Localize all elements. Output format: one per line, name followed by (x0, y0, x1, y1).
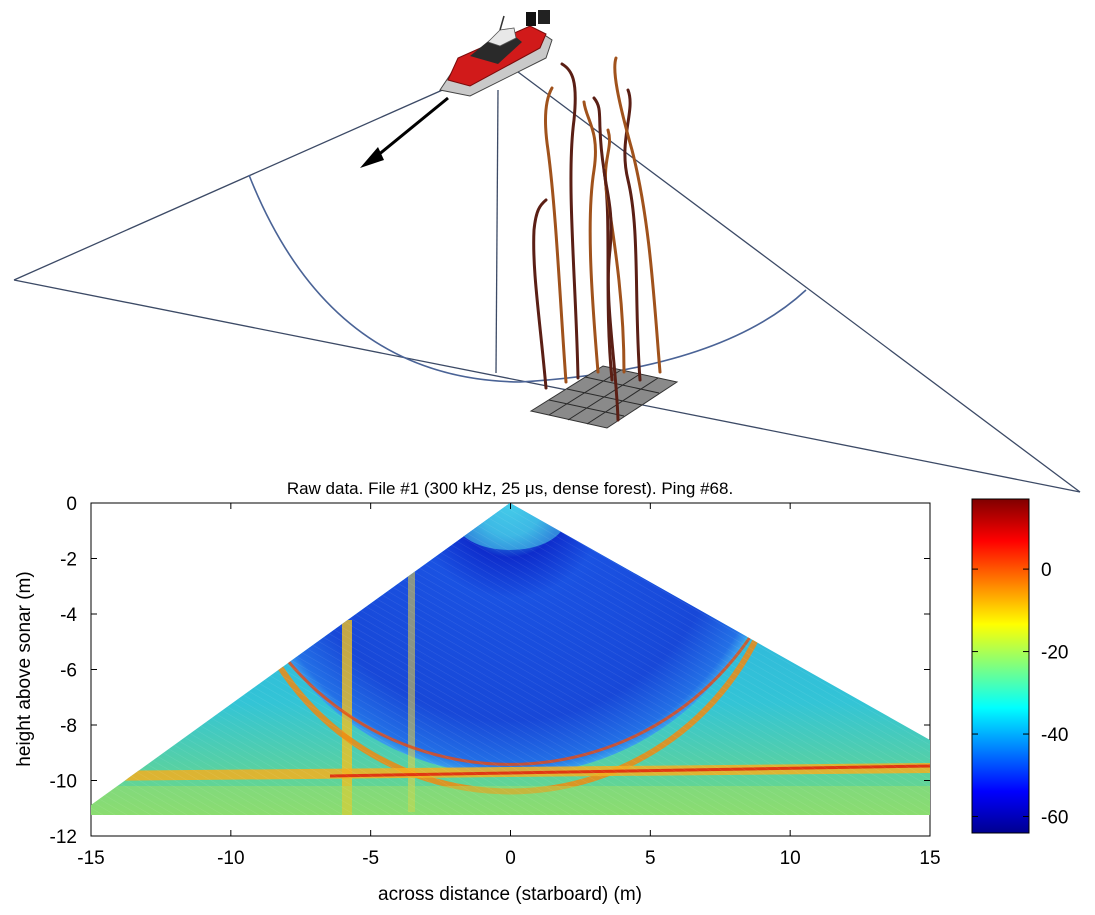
y-tick-label: -10 (50, 772, 77, 793)
colorbar-gradient (971, 498, 1030, 834)
heading-arrow (360, 96, 449, 168)
x-axis-ticks: -15 -10 -5 0 5 10 15 (77, 503, 941, 869)
y-tick-label: -8 (60, 716, 77, 737)
seafloor-arc (248, 174, 807, 383)
x-tick-label: 15 (919, 848, 940, 869)
colorbar-tick-label: 0 (1041, 560, 1052, 581)
colorbar: 0 -20 -40 -60 (971, 498, 1068, 834)
y-tick-label: -4 (60, 605, 77, 626)
x-tick-label: 10 (780, 848, 801, 869)
y-tick-label: -2 (60, 550, 77, 571)
y-tick-label: -12 (50, 827, 77, 848)
x-tick-label: 0 (505, 848, 516, 869)
chart-title: Raw data. File #1 (300 kHz, 25 μs, dense… (287, 479, 733, 498)
colorbar-tick-label: -20 (1041, 643, 1068, 664)
y-axis-ticks: 0 -2 -4 -6 -8 -10 -12 (50, 494, 930, 848)
seabed-grid-patch (529, 365, 679, 429)
colorbar-ticks: 0 -20 -40 -60 (972, 560, 1068, 829)
x-tick-label: -15 (77, 848, 104, 869)
sonar-scene-illustration (13, 10, 1081, 493)
y-tick-label: -6 (60, 661, 77, 682)
y-axis-label: height above sonar (m) (14, 571, 35, 766)
chart-area: -15 -10 -5 0 5 10 15 0 -2 -4 -6 -8 -10 -12 Raw data.… (14, 479, 941, 905)
x-tick-label: 5 (645, 848, 656, 869)
y-tick-label: 0 (66, 494, 77, 515)
survey-boat (439, 10, 553, 97)
kelp-stems (532, 56, 662, 422)
x-tick-label: -10 (217, 848, 244, 869)
colorbar-tick-label: -40 (1041, 725, 1068, 746)
x-axis-label: across distance (starboard) (m) (378, 884, 642, 905)
x-tick-label: -5 (362, 848, 379, 869)
colorbar-tick-label: -60 (1041, 808, 1068, 829)
